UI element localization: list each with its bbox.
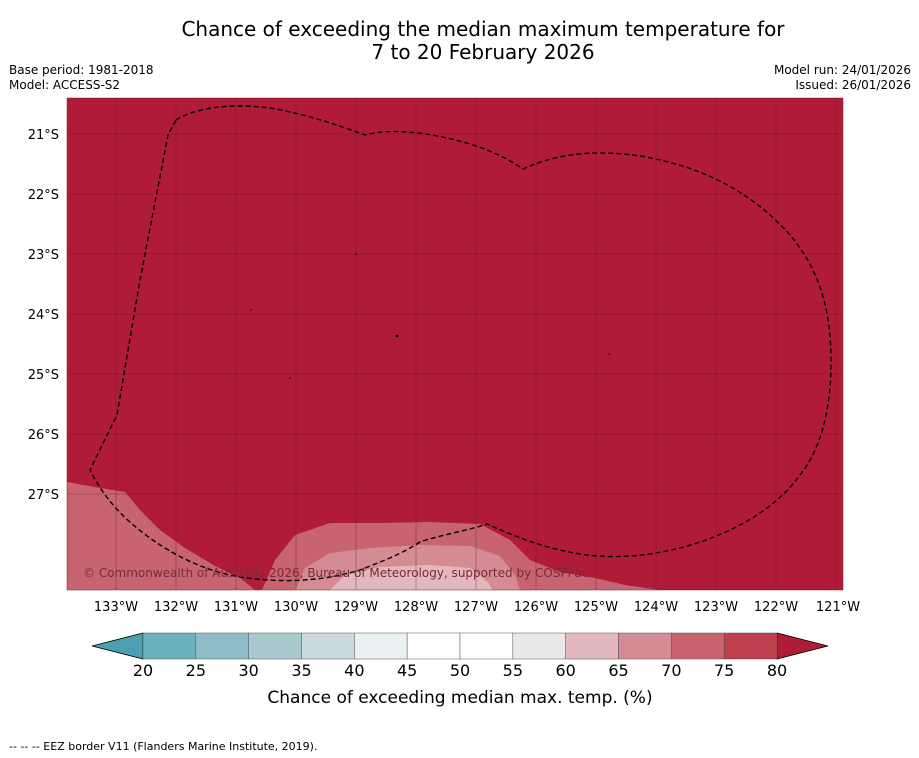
colorbar-bin	[301, 632, 355, 660]
lat-label-21: 21°S	[28, 128, 59, 143]
copyright-text: © Commonwealth of Australia 2026, Bureau…	[83, 566, 588, 580]
issued-date: Issued: 26/01/2026	[795, 78, 911, 92]
lon-label-133: 133°W	[94, 600, 138, 615]
colorbar-arrow-high	[776, 632, 829, 660]
colorbar-tick-label: 65	[608, 661, 628, 680]
lon-label-125: 125°W	[574, 600, 618, 615]
probability-field-65	[330, 565, 492, 590]
colorbar-title: Chance of exceeding median max. temp. (%…	[267, 688, 652, 708]
colorbar-tick-label: 75	[714, 661, 734, 680]
colorbar-arrow-low	[91, 632, 144, 660]
map-area: © Commonwealth of Australia 2026, Bureau…	[67, 98, 843, 590]
lon-label-121: 121°W	[816, 600, 860, 615]
eez-border	[89, 105, 832, 582]
lat-label-24: 24°S	[28, 308, 59, 323]
colorbar-bin	[354, 632, 408, 660]
map-title: Chance of exceeding the median maximum t…	[0, 18, 919, 64]
colorbar-tick-label: 25	[186, 661, 206, 680]
colorbar-tick-label: 70	[661, 661, 681, 680]
lon-label-128: 128°W	[394, 600, 438, 615]
island-mark	[608, 353, 610, 355]
colorbar-bin	[671, 632, 725, 660]
colorbar-tick-label: 30	[238, 661, 258, 680]
lon-label-122: 122°W	[754, 600, 798, 615]
colorbar-tick-label: 50	[450, 661, 470, 680]
meta-left: Base period: 1981-2018 Model: ACCESS-S2	[9, 63, 154, 93]
footnote: -- -- -- EEZ border V11 (Flanders Marine…	[9, 740, 318, 753]
base-period: Base period: 1981-2018	[9, 63, 154, 77]
colorbar-bin	[142, 632, 197, 660]
lon-label-127: 127°W	[454, 600, 498, 615]
lon-label-124: 124°W	[634, 600, 678, 615]
colorbar-tick-label: 40	[344, 661, 364, 680]
colorbar-tick-label: 55	[503, 661, 523, 680]
lat-label-22: 22°S	[28, 188, 59, 203]
colorbar-tick-label: 80	[767, 661, 787, 680]
latitude-labels: 21°S 22°S 23°S 24°S 25°S 26°S 27°S	[28, 128, 59, 503]
map-frame	[66, 97, 844, 591]
lon-label-132: 132°W	[154, 600, 198, 615]
probability-field-75	[67, 482, 255, 590]
colorbar-tick-label: 45	[397, 661, 417, 680]
lat-label-27: 27°S	[28, 488, 59, 503]
lon-label-129: 129°W	[334, 600, 378, 615]
colorbar-bin	[406, 632, 461, 660]
lon-label-123: 123°W	[694, 600, 738, 615]
colorbar-tick-label: 60	[555, 661, 575, 680]
lat-label-23: 23°S	[28, 248, 59, 263]
colorbar-bin	[565, 632, 619, 660]
model-name: Model: ACCESS-S2	[9, 78, 121, 92]
probability-field-high	[67, 98, 843, 590]
island-mark	[289, 377, 291, 379]
lon-label-126: 126°W	[514, 600, 558, 615]
island-mark	[250, 309, 252, 311]
lon-label-130: 130°W	[274, 600, 318, 615]
title-line-1: Chance of exceeding the median maximum t…	[181, 17, 785, 41]
colorbar-bin	[723, 632, 778, 660]
colorbar-bin	[248, 632, 302, 660]
colorbar-tick-label: 20	[133, 661, 153, 680]
islands	[250, 253, 610, 379]
colorbar-bin	[618, 632, 672, 660]
colorbar-bin	[512, 632, 566, 660]
island-mark	[355, 253, 357, 255]
graticule	[67, 98, 843, 590]
colorbar-bin	[459, 632, 514, 660]
lat-label-25: 25°S	[28, 368, 59, 383]
meta-right: Model run: 24/01/2026 Issued: 26/01/2026	[774, 63, 911, 93]
lon-label-131: 131°W	[214, 600, 258, 615]
island-mark	[395, 334, 399, 338]
colorbar-tick-label: 35	[291, 661, 311, 680]
colorbar: 20 25 30 35 40 45 50 55 60 65 70 75 80 Chance of exc…	[91, 632, 829, 708]
lat-label-26: 26°S	[28, 428, 59, 443]
title-line-2: 7 to 20 February 2026	[371, 40, 595, 64]
longitude-labels: 133°W 132°W 131°W 130°W 129°W 128°W 127°…	[94, 600, 860, 615]
colorbar-bin	[195, 632, 249, 660]
model-run: Model run: 24/01/2026	[773, 63, 911, 77]
